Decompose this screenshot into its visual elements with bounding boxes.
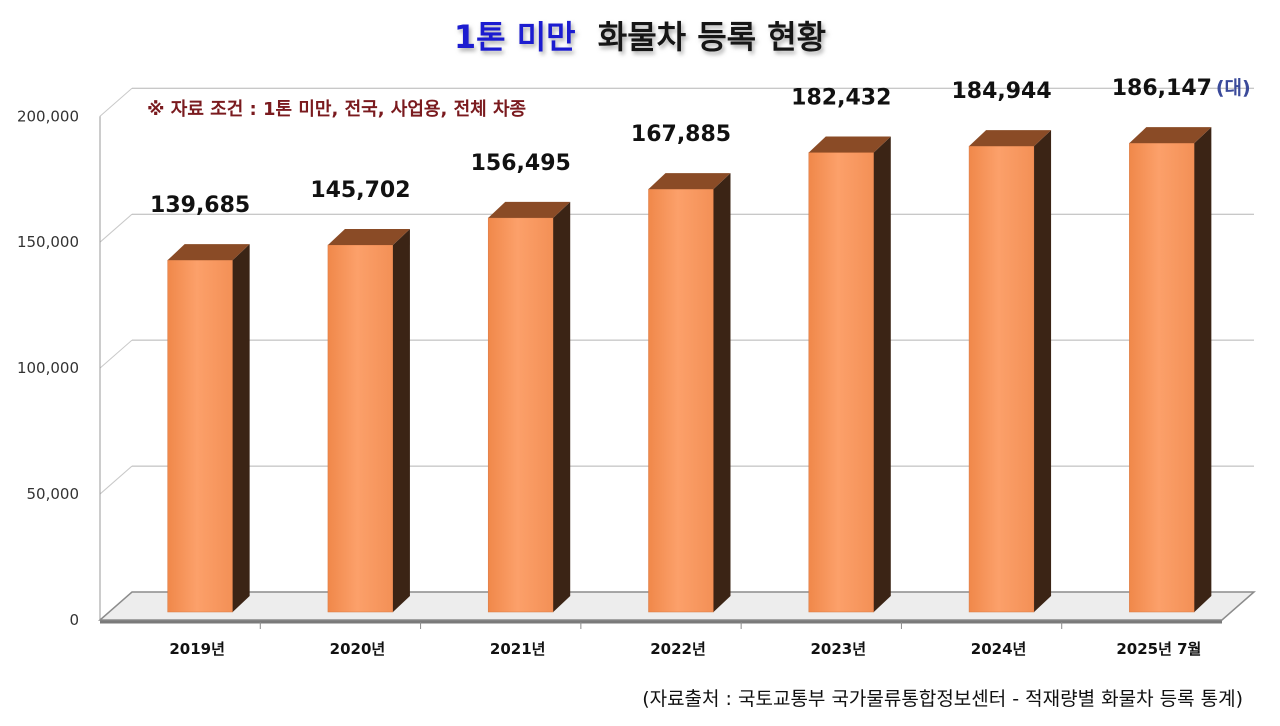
gridline [99,87,1254,117]
x-tick-label: 2021년 [490,640,546,658]
y-tick-label: 50,000 [27,485,80,503]
bar-front [487,217,554,613]
y-axis: 0 50,000 100,000 150,000 200,000 [17,107,79,629]
bar-side [553,201,571,612]
data-label: 139,685 [150,193,250,218]
bar-side [232,244,250,613]
source-note: (자료출처 : 국토교통부 국가물류통합정보센터 - 적재량별 화물차 등록 통… [642,688,1243,710]
data-label: 156,495 [471,151,571,176]
bar-front [808,152,875,613]
bar-side [873,136,891,613]
bar-front [327,244,394,613]
bar-front [167,259,233,613]
y-tick-label: 200,000 [17,107,79,125]
bar-top [808,136,891,153]
chart-title: 1톤 미만 화물차 등록 현황 [454,18,826,56]
x-tick-label: 2023년 [811,640,867,658]
bar: 167,885 [631,122,731,613]
bar-front [648,188,714,613]
condition-note: ※ 자료 조건 : 1톤 미만, 전국, 사업용, 전체 차종 [147,99,526,120]
y-tick-label: 0 [69,611,79,629]
data-label: 186,147 [1112,76,1212,101]
x-tick-label: 2019년 [169,640,225,658]
bar: 182,432 [791,85,891,613]
y-tick-label: 150,000 [17,233,79,251]
x-axis: 2019년 2020년 2021년 2022년 2023년 2024년 2025년 7월 [169,622,1201,658]
data-label: 145,702 [310,178,410,203]
data-label: 184,944 [951,79,1051,104]
bar-top [648,173,731,190]
bar: 145,702 [310,178,411,613]
x-tick-label: 2025년 7월 [1116,640,1201,658]
bar-top [969,130,1052,147]
bar-top [1129,127,1212,144]
bar: 186,147 (대) [1112,76,1251,613]
bar: 139,685 [150,193,250,613]
bar-top [488,201,571,218]
bar-top [167,244,250,261]
bar: 156,495 [471,151,571,613]
bar-side [1034,130,1052,612]
bar-side [392,229,410,612]
bar-front [1129,142,1195,613]
chart-title-rest: 화물차 등록 현황 [598,18,826,56]
x-tick-label: 2020년 [330,640,386,658]
bar-front [968,145,1035,613]
bar-side [1194,127,1212,612]
chart-title-highlight: 1톤 미만 [454,18,576,56]
y-tick-label: 100,000 [17,359,79,377]
unit-label: (대) [1216,77,1251,99]
x-tick-label: 2022년 [650,640,706,658]
bar-side [713,173,731,613]
bars: 139,685 145,702 156,495 167,885 182,432 184,9… [150,76,1251,613]
data-label: 182,432 [791,85,891,110]
x-tick-label: 2024년 [971,640,1027,658]
bar-top [327,229,410,246]
data-label: 167,885 [631,122,731,147]
bar: 184,944 [951,79,1052,613]
